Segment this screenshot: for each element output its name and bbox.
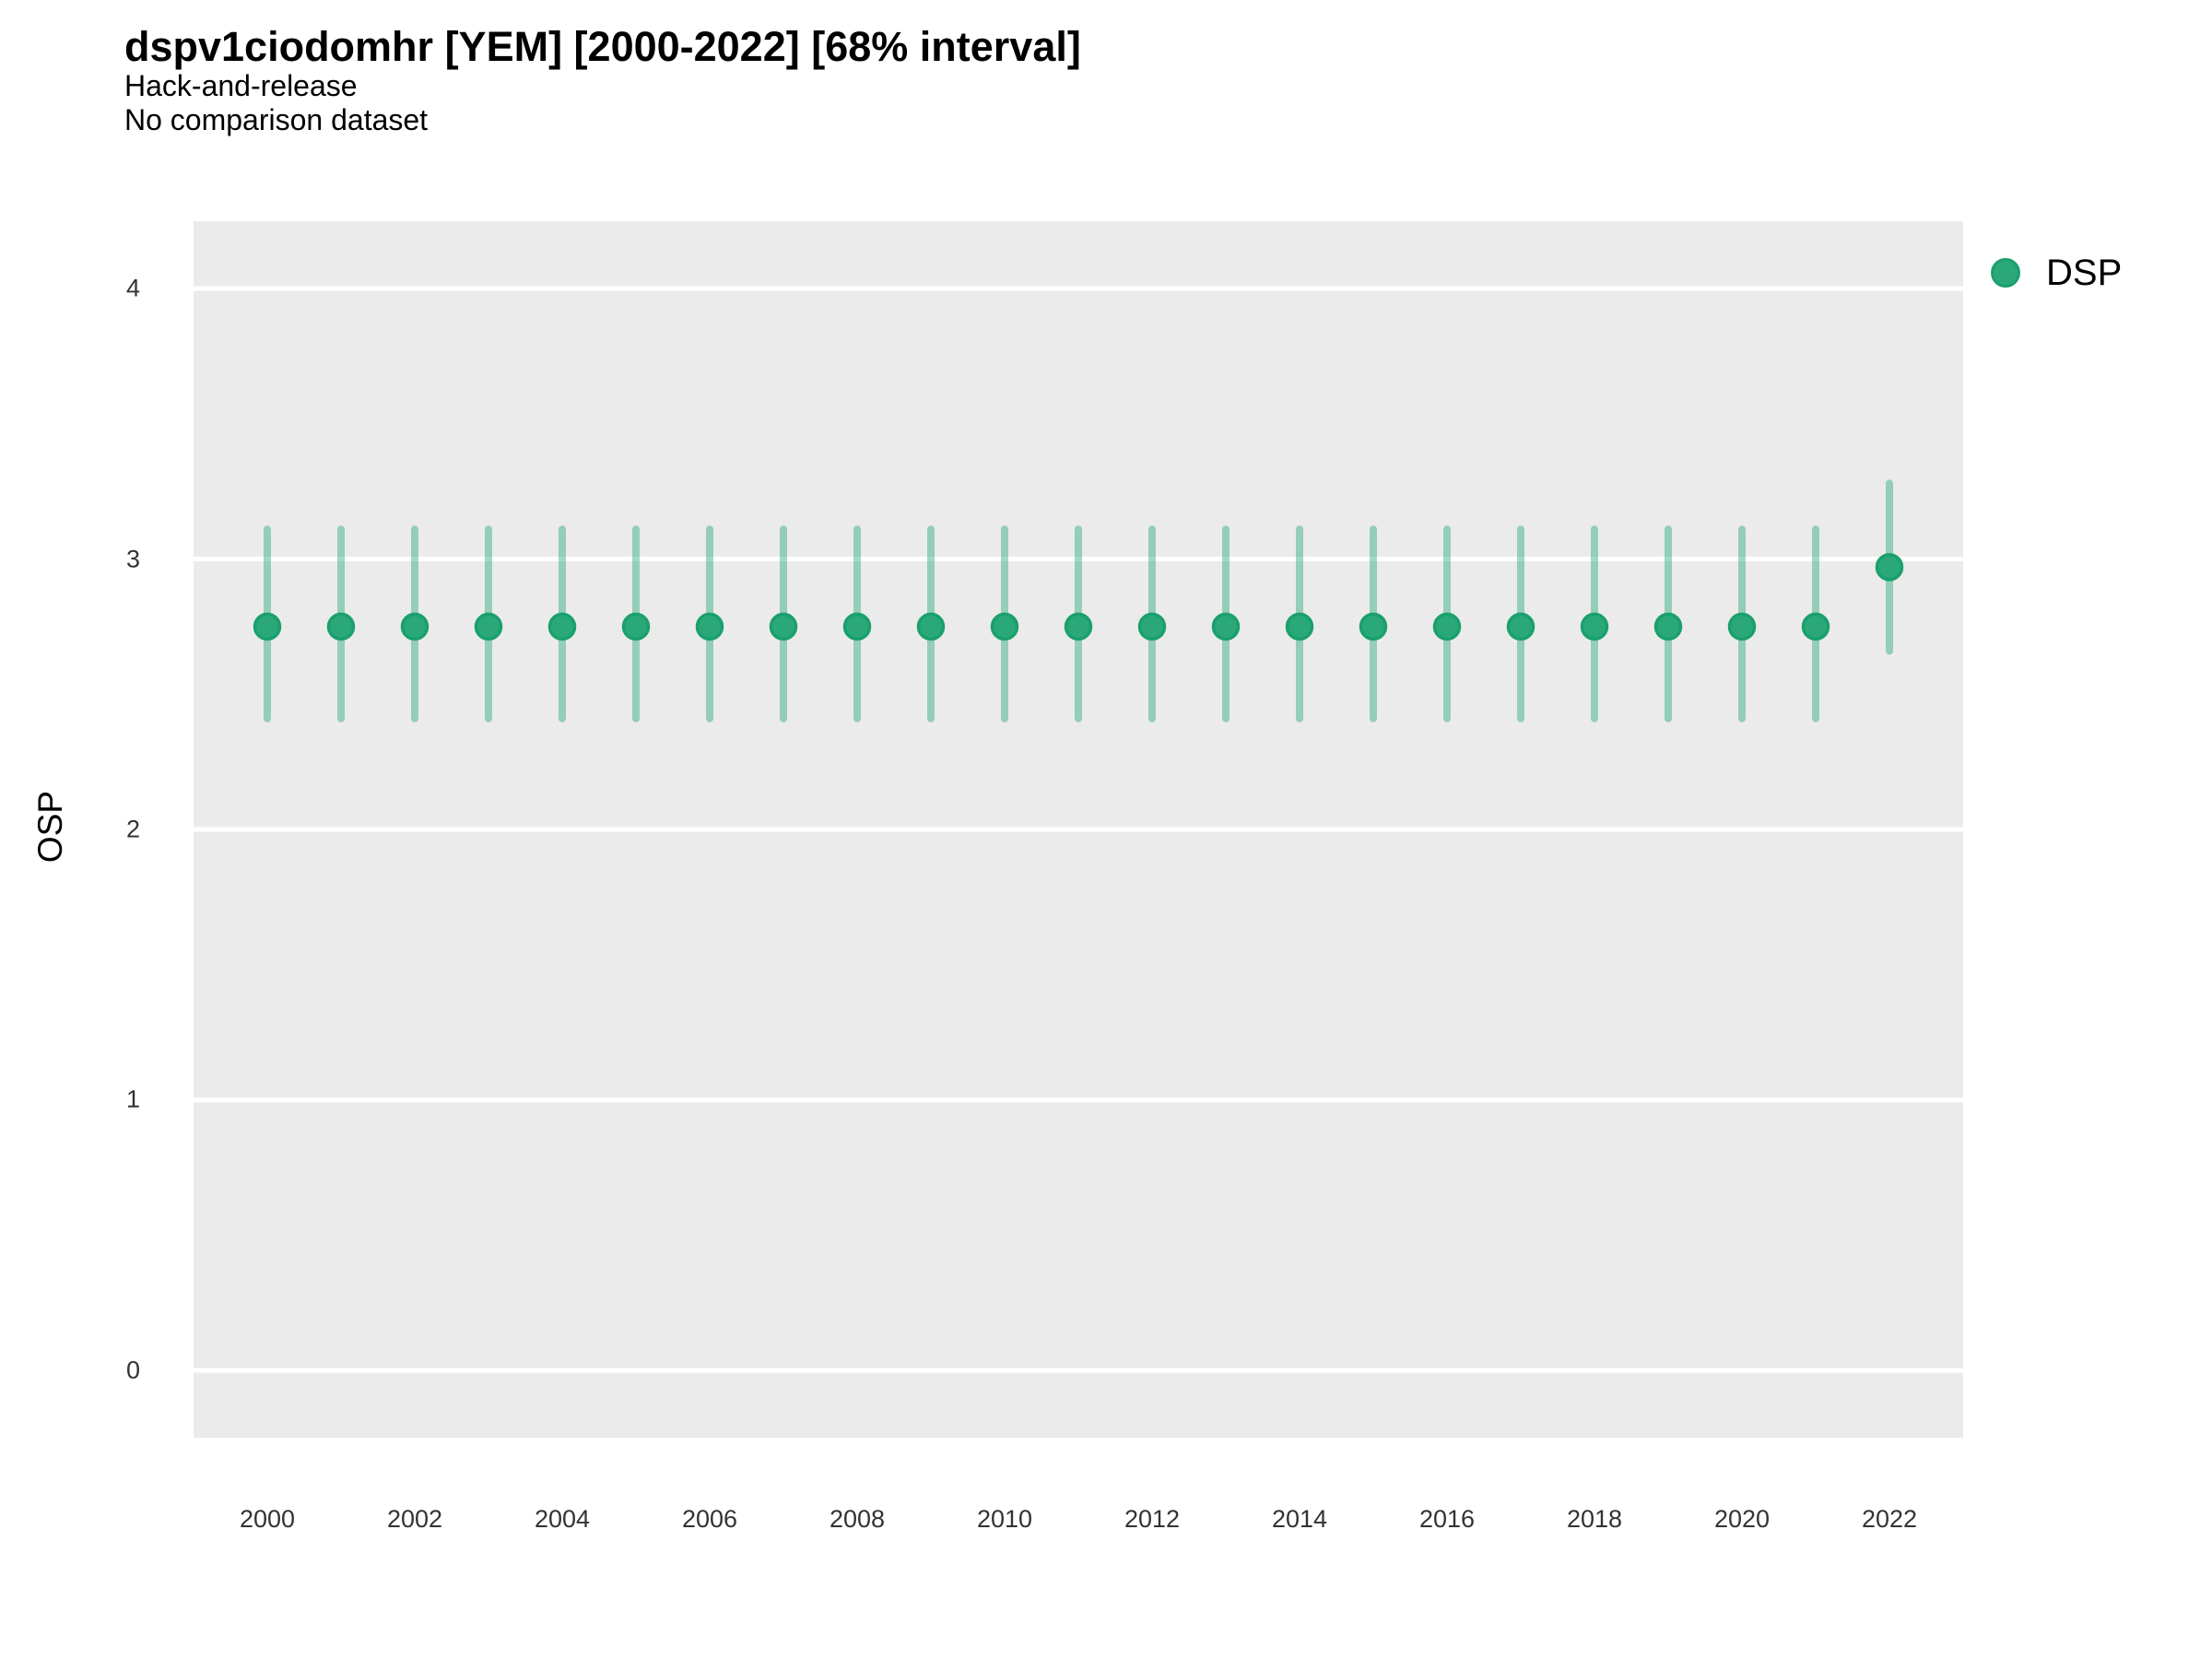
data-point-2013 (1211, 612, 1241, 641)
x-tick-label-2018: 2018 (1566, 1505, 1623, 1533)
y-tick-label-3: 3 (125, 545, 140, 573)
data-point-2011 (1064, 612, 1093, 641)
data-point-2014 (1285, 612, 1314, 641)
data-point-2000 (253, 612, 282, 641)
x-tick-label-2012: 2012 (1124, 1505, 1181, 1533)
x-tick-label-2000: 2000 (239, 1505, 296, 1533)
plot-panel (194, 221, 1963, 1438)
y-tick-label-2: 2 (125, 815, 140, 843)
x-tick-label-2002: 2002 (386, 1505, 443, 1533)
y-tick-label-0: 0 (125, 1356, 140, 1384)
data-point-2022 (1875, 553, 1904, 582)
y-tick-label-4: 4 (125, 274, 140, 302)
data-point-2009 (916, 612, 946, 641)
x-tick-label-2020: 2020 (1713, 1505, 1771, 1533)
data-point-2016 (1432, 612, 1462, 641)
x-tick-label-2016: 2016 (1418, 1505, 1476, 1533)
data-point-2003 (474, 612, 503, 641)
chart-title: dspv1ciodomhr [YEM] [2000-2022] [68% int… (124, 23, 1081, 70)
plot-area (194, 221, 1963, 1438)
y-tick-label-1: 1 (125, 1085, 140, 1113)
data-point-2008 (842, 612, 872, 641)
x-tick-label-2022: 2022 (1861, 1505, 1918, 1533)
data-point-2017 (1506, 612, 1535, 641)
data-point-2019 (1653, 612, 1683, 641)
data-point-2012 (1137, 612, 1167, 641)
x-tick-label-2006: 2006 (681, 1505, 738, 1533)
data-point-2001 (326, 612, 356, 641)
data-point-2010 (990, 612, 1019, 641)
data-point-2002 (400, 612, 429, 641)
data-point-2015 (1359, 612, 1388, 641)
data-point-2004 (547, 612, 577, 641)
data-point-2007 (769, 612, 798, 641)
data-point-2021 (1801, 612, 1830, 641)
data-point-2006 (695, 612, 724, 641)
x-tick-label-2004: 2004 (534, 1505, 591, 1533)
legend: DSP (1991, 254, 2122, 291)
data-point-2018 (1580, 612, 1609, 641)
legend-label: DSP (2046, 253, 2123, 293)
data-point-2020 (1727, 612, 1757, 641)
x-tick-label-2010: 2010 (976, 1505, 1033, 1533)
x-tick-label-2008: 2008 (829, 1505, 886, 1533)
chart-subtitle-line1: Hack-and-release (124, 69, 358, 102)
data-point-2005 (621, 612, 651, 641)
x-tick-label-2014: 2014 (1271, 1505, 1328, 1533)
chart-subtitle-line2: No comparison dataset (124, 103, 429, 136)
legend-point-swatch (1991, 258, 2020, 288)
